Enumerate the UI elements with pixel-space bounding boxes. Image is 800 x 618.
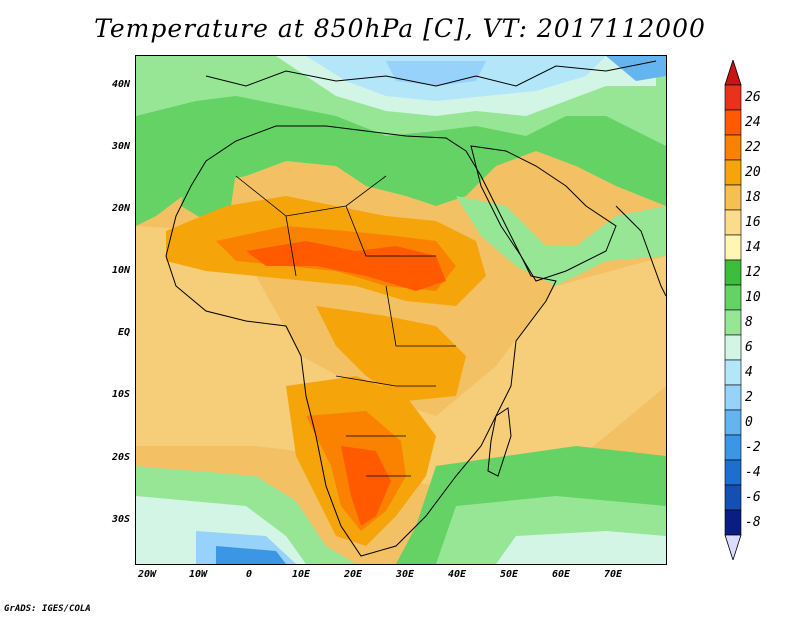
colorbar-swatch (724, 409, 742, 436)
colorbar-swatch (724, 334, 742, 361)
colorbar-swatch (724, 234, 742, 261)
colorbar-label: 8 (745, 314, 753, 330)
lon-label-20w: 20W (137, 569, 157, 580)
grads-credit: GrADS: IGES/COLA (4, 604, 91, 614)
colorbar-swatch (724, 134, 742, 161)
colorbar-swatch (724, 359, 742, 386)
colorbar-swatch (724, 284, 742, 311)
lon-label-40e: 40E (447, 569, 467, 580)
lon-label-10e: 10E (291, 569, 311, 580)
colorbar-label: 6 (745, 339, 753, 355)
central-africa-warm (316, 306, 466, 401)
colorbar-label: 22 (745, 139, 761, 155)
colorbar-label: -2 (745, 439, 761, 455)
lon-label-10w: 10W (188, 569, 208, 580)
colorbar-swatch (724, 509, 742, 536)
colorbar-label: 14 (745, 239, 761, 255)
colorbar-swatch (724, 259, 742, 286)
colorbar-label: 26 (745, 89, 761, 105)
arabian-green-zone (456, 196, 666, 286)
temperature-map (135, 55, 667, 565)
colorbar-label: -6 (745, 489, 761, 505)
colorbar-swatch (724, 109, 742, 136)
colorbar-label: 18 (745, 189, 761, 205)
country-borders (235, 175, 456, 477)
colorbar-label: -4 (745, 464, 761, 480)
colorbar-label: 12 (745, 264, 761, 280)
colorbar-swatch (724, 209, 742, 236)
lat-label-10n: 10N (111, 265, 130, 276)
map-canvas (136, 56, 666, 564)
lon-label-20e: 20E (343, 569, 363, 580)
colorbar-label: 24 (745, 114, 761, 130)
lon-label-0: 0 (245, 569, 253, 580)
southern-africa-hottest (341, 446, 391, 526)
lat-label-10s: 10S (111, 389, 130, 400)
lon-label-70e: 70E (603, 569, 623, 580)
europe-coastline (205, 60, 657, 87)
colorbar-label: 2 (745, 389, 753, 405)
colorbar-swatch (724, 184, 742, 211)
lat-label-eq: EQ (117, 327, 130, 338)
lat-label-30s: 30S (111, 514, 130, 525)
africa-coastline (165, 125, 557, 557)
lat-label-40n: 40N (111, 79, 130, 90)
colorbar (724, 60, 742, 560)
colorbar-label: 0 (745, 414, 753, 430)
lon-label-50e: 50E (499, 569, 519, 580)
subtropical-band (136, 226, 666, 486)
colorbar-top-arrow (724, 60, 742, 86)
india-coastline (615, 205, 666, 297)
lat-label-20s: 20S (111, 452, 130, 463)
colorbar-swatch (724, 159, 742, 186)
south-indian-pale (496, 531, 666, 564)
arabia-coastline (470, 145, 617, 282)
lat-label-30n: 30N (111, 141, 130, 152)
madagascar-outline (487, 407, 512, 477)
colorbar-label: 10 (745, 289, 761, 305)
colorbar-swatch (724, 459, 742, 486)
colorbar-swatch (724, 309, 742, 336)
colorbar-bottom-arrow (724, 534, 742, 560)
lon-label-60e: 60E (551, 569, 571, 580)
colorbar-label: -8 (745, 514, 761, 530)
colorbar-swatch (724, 84, 742, 111)
lat-label-20n: 20N (111, 203, 130, 214)
colorbar-swatch (724, 484, 742, 511)
colorbar-swatch (724, 434, 742, 461)
colorbar-label: 16 (745, 214, 761, 230)
sahel-hottest-zone (246, 241, 446, 291)
south-atlantic-cold (216, 546, 286, 564)
colorbar-label: 4 (745, 364, 753, 380)
colorbar-label: 20 (745, 164, 761, 180)
map-title: Temperature at 850hPa [C], VT: 201711200… (94, 14, 706, 43)
lon-label-30e: 30E (395, 569, 415, 580)
colorbar-swatch (724, 384, 742, 411)
